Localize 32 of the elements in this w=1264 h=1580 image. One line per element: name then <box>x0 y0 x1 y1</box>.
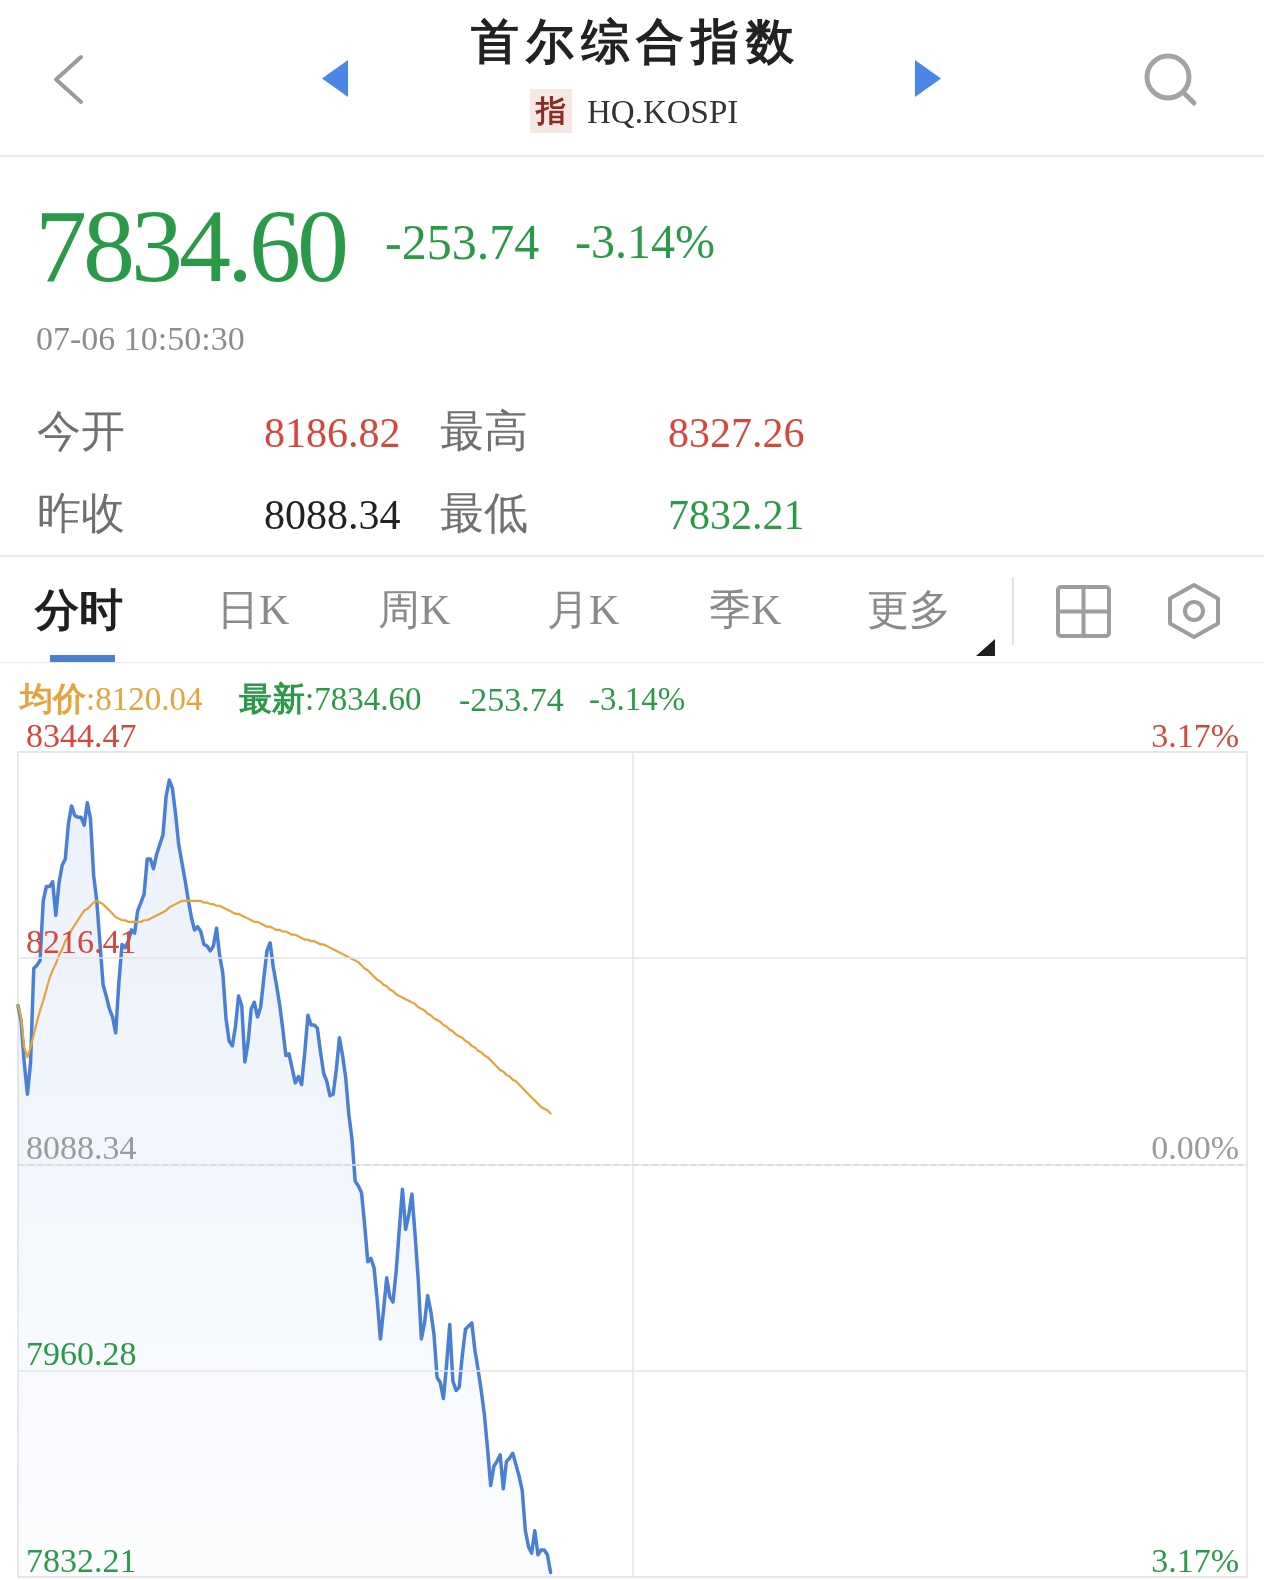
text: 月K <box>547 586 620 635</box>
text: 指 <box>530 89 572 133</box>
text: 最新:7834.60 <box>239 680 422 719</box>
text: 8088.34 <box>264 491 401 540</box>
text: 8327.26 <box>668 409 805 458</box>
text: -253.74 <box>385 213 540 272</box>
text: 07-06 10:50:30 <box>36 318 245 359</box>
y-tick-label: 7960.28 <box>26 1335 137 1373</box>
text: 更多 <box>867 586 951 635</box>
chart-title: 首尔综合指数 <box>471 14 801 70</box>
text: 昨收 <box>37 487 125 540</box>
text: 最高 <box>440 405 528 458</box>
y-tick-label: 7832.21 <box>26 1541 137 1579</box>
text: 7834.60 <box>35 186 345 305</box>
text: -253.74 <box>459 679 564 720</box>
text: 今开 <box>37 405 125 458</box>
y2-tick-label: 3.17% <box>1151 1541 1239 1579</box>
text: 均价:8120.04 <box>20 680 203 719</box>
y-tick-label: 8088.34 <box>26 1129 137 1166</box>
chart-subtitle: HQ.KOSPI <box>587 93 739 132</box>
text: 分时 <box>35 584 123 637</box>
text: 7832.21 <box>668 491 805 540</box>
text: -3.14% <box>575 214 715 270</box>
y-tick-label: 8344.47 <box>26 716 137 754</box>
y2-tick-label: 0.00% <box>1151 1129 1239 1166</box>
y2-tick-label: 3.17% <box>1151 716 1239 754</box>
text: -3.14% <box>589 680 686 719</box>
text: 8186.82 <box>264 409 401 458</box>
text: 季K <box>709 586 782 635</box>
text: 日K <box>217 586 290 635</box>
text: 周K <box>378 586 451 635</box>
text: 最低 <box>440 487 528 540</box>
